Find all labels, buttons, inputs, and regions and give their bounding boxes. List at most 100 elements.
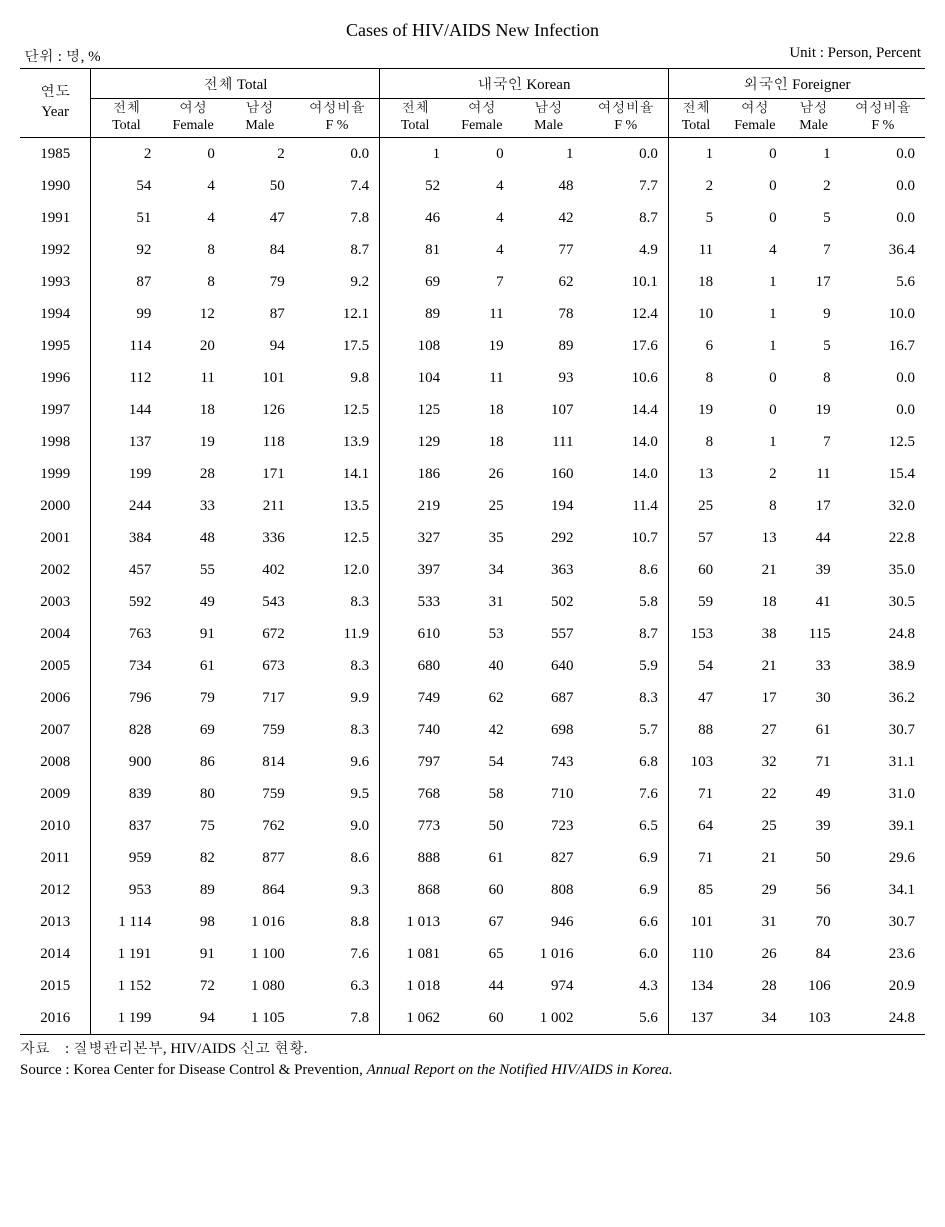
table-row: 1996112111019.8104119310.68080.0 [20,362,925,394]
cell-korean-3: 6.9 [583,874,668,906]
cell-korean-1: 4 [450,234,513,266]
cell-korean-3: 10.1 [583,266,668,298]
cell-korean-1: 31 [450,586,513,618]
cell-year: 2005 [20,650,91,682]
cell-total-0: 54 [91,170,162,202]
cell-total-0: 837 [91,810,162,842]
cell-korean-2: 42 [514,202,584,234]
cell-total-3: 9.0 [295,810,380,842]
source-kr: 질병관리본부, HIV/AIDS 신고 현황. [73,1041,308,1057]
cell-total-0: 112 [91,362,162,394]
cell-total-1: 33 [161,490,224,522]
cell-year: 1995 [20,330,91,362]
table-row: 1993878799.26976210.1181175.6 [20,266,925,298]
table-row: 2007828697598.3740426985.788276130.7 [20,714,925,746]
cell-foreigner-1: 28 [723,970,786,1002]
cell-korean-0: 1 081 [380,938,451,970]
sub-foreigner-fpct: 여성비율F % [841,99,925,138]
cell-total-1: 94 [161,1002,224,1035]
cell-foreigner-0: 2 [668,170,723,202]
cell-korean-1: 60 [450,1002,513,1035]
cell-korean-3: 10.7 [583,522,668,554]
cell-korean-1: 40 [450,650,513,682]
cell-total-1: 11 [161,362,224,394]
cell-year: 1999 [20,458,91,490]
cell-korean-2: 93 [514,362,584,394]
cell-korean-3: 6.8 [583,746,668,778]
cell-total-2: 402 [225,554,295,586]
cell-total-3: 8.6 [295,842,380,874]
cell-foreigner-2: 7 [787,426,841,458]
table-row: 2006796797179.9749626878.347173036.2 [20,682,925,714]
cell-foreigner-0: 134 [668,970,723,1002]
table-row: 20131 114981 0168.81 013679466.610131703… [20,906,925,938]
cell-foreigner-3: 29.6 [841,842,925,874]
cell-foreigner-2: 41 [787,586,841,618]
table-row: 1990544507.4524487.72020.0 [20,170,925,202]
cell-foreigner-0: 110 [668,938,723,970]
cell-total-2: 864 [225,874,295,906]
cell-foreigner-2: 30 [787,682,841,714]
cell-total-3: 11.9 [295,618,380,650]
cell-korean-2: 946 [514,906,584,938]
cell-korean-0: 868 [380,874,451,906]
cell-total-1: 79 [161,682,224,714]
cell-korean-1: 18 [450,394,513,426]
cell-year: 2007 [20,714,91,746]
cell-korean-2: 160 [514,458,584,490]
cell-korean-3: 6.5 [583,810,668,842]
table-row: 20002443321113.52192519411.42581732.0 [20,490,925,522]
cell-foreigner-0: 64 [668,810,723,842]
cell-total-3: 7.8 [295,202,380,234]
cell-total-3: 12.5 [295,522,380,554]
cell-foreigner-3: 0.0 [841,362,925,394]
table-row: 199499128712.189117812.4101910.0 [20,298,925,330]
cell-total-0: 2 [91,137,162,170]
cell-foreigner-1: 31 [723,906,786,938]
table-row: 20161 199941 1057.81 062601 0025.6137341… [20,1002,925,1035]
cell-total-0: 763 [91,618,162,650]
col-year: 연도Year [20,69,91,138]
cell-total-3: 13.5 [295,490,380,522]
cell-foreigner-1: 21 [723,554,786,586]
cell-korean-0: 1 013 [380,906,451,938]
cell-total-0: 1 152 [91,970,162,1002]
cell-year: 2006 [20,682,91,714]
cell-korean-2: 502 [514,586,584,618]
cell-foreigner-0: 18 [668,266,723,298]
cell-korean-0: 888 [380,842,451,874]
cell-foreigner-3: 23.6 [841,938,925,970]
cell-foreigner-3: 39.1 [841,810,925,842]
cell-foreigner-0: 137 [668,1002,723,1035]
cell-korean-2: 48 [514,170,584,202]
cell-foreigner-0: 60 [668,554,723,586]
cell-total-0: 796 [91,682,162,714]
cell-total-3: 13.9 [295,426,380,458]
sub-foreigner-female: 여성Female [723,99,786,138]
cell-foreigner-2: 44 [787,522,841,554]
cell-foreigner-2: 1 [787,137,841,170]
cell-total-3: 7.6 [295,938,380,970]
cell-korean-3: 8.6 [583,554,668,586]
cell-total-1: 20 [161,330,224,362]
table-row: 1991514477.8464428.75050.0 [20,202,925,234]
cell-foreigner-0: 71 [668,778,723,810]
cell-total-1: 72 [161,970,224,1002]
cell-foreigner-1: 21 [723,842,786,874]
cell-korean-2: 194 [514,490,584,522]
cell-total-2: 79 [225,266,295,298]
cell-korean-1: 42 [450,714,513,746]
cell-total-3: 8.3 [295,650,380,682]
cell-korean-1: 58 [450,778,513,810]
cell-korean-2: 687 [514,682,584,714]
cell-korean-1: 7 [450,266,513,298]
cell-korean-1: 54 [450,746,513,778]
cell-total-3: 8.7 [295,234,380,266]
cell-korean-3: 10.6 [583,362,668,394]
table-row: 20013844833612.53273529210.757134422.8 [20,522,925,554]
cell-year: 1994 [20,298,91,330]
cell-total-3: 6.3 [295,970,380,1002]
cell-foreigner-0: 6 [668,330,723,362]
cell-year: 1991 [20,202,91,234]
table-row: 2008900868149.6797547436.8103327131.1 [20,746,925,778]
